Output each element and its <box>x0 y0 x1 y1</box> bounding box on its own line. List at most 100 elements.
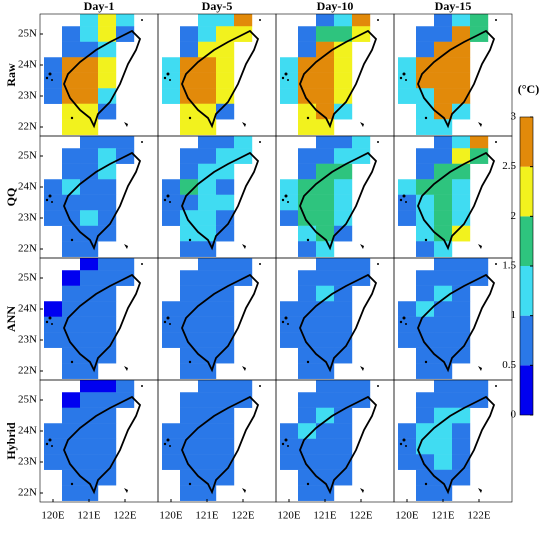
grid-cell <box>316 88 335 104</box>
grid-cell <box>316 285 335 302</box>
grid-cell <box>298 363 317 379</box>
grid-cell <box>80 119 99 135</box>
grid-cell <box>316 454 335 470</box>
grid-cell <box>298 241 317 257</box>
grid-cell <box>334 258 353 271</box>
grid-cell <box>280 316 299 333</box>
grid-cell <box>198 241 217 257</box>
grid-cell <box>116 14 135 27</box>
grid-cell <box>198 41 217 58</box>
colorbar-bin <box>520 266 533 316</box>
grid-cell <box>62 301 81 317</box>
grid-cell <box>298 179 317 195</box>
grid-cell <box>98 469 117 486</box>
grid-cell <box>334 423 353 439</box>
column-title: Day-10 <box>317 0 354 13</box>
map-panel <box>157 135 277 259</box>
grid-cell <box>416 285 435 302</box>
grid-cell <box>452 423 471 439</box>
map-panel <box>157 13 277 137</box>
grid-cell <box>334 72 353 89</box>
map-panel <box>157 257 277 381</box>
grid-cell <box>62 469 81 486</box>
grid-cell <box>398 301 417 317</box>
grid-cell <box>280 210 299 226</box>
grid-cell <box>216 225 235 242</box>
map-panel <box>39 135 159 259</box>
grid-cell <box>416 225 435 242</box>
grid-cell <box>198 119 217 135</box>
grid-cell <box>298 210 317 226</box>
grid-cell <box>44 179 63 195</box>
grid-cell <box>316 392 335 408</box>
grid-cell <box>416 179 435 195</box>
grid-cell <box>62 347 81 364</box>
grid-cell <box>416 363 435 379</box>
grid-cell <box>416 423 435 439</box>
grid-cell <box>62 103 81 120</box>
grid-cell <box>416 57 435 73</box>
grid-cell <box>434 179 453 195</box>
grid-cell <box>398 194 417 211</box>
grid-cell <box>62 88 81 104</box>
grid-cell <box>62 148 81 164</box>
grid-cell <box>316 148 335 164</box>
column-title: Day-5 <box>202 0 233 13</box>
grid-cell <box>62 41 81 58</box>
grid-cell <box>216 57 235 73</box>
grid-cell <box>398 316 417 333</box>
grid-cell <box>298 88 317 104</box>
map-panel <box>39 13 159 137</box>
grid-cell <box>216 148 235 164</box>
lon-tick-label: 121E <box>195 510 219 522</box>
grid-cell <box>62 241 81 257</box>
grid-cell <box>198 210 217 226</box>
row-label: Hybrid <box>4 422 18 460</box>
grid-cell <box>198 179 217 195</box>
grid-cell <box>162 423 181 439</box>
lat-tick-label: 22N <box>18 487 37 499</box>
grid-cell <box>434 103 453 120</box>
grid-cell <box>434 57 453 73</box>
grid-cell <box>452 380 471 393</box>
grid-cell <box>398 454 417 470</box>
colorbar-bin <box>520 315 533 366</box>
grid-cell <box>62 210 81 226</box>
grid-cell <box>416 148 435 164</box>
grid-cell <box>316 332 335 348</box>
grid-cell <box>116 136 135 149</box>
grid-cell <box>98 301 117 317</box>
grid-cell <box>434 301 453 317</box>
cells <box>44 14 135 135</box>
colorbar-bin <box>520 117 533 167</box>
grid-cell <box>434 26 453 42</box>
colorbar-tick-label: 2.5 <box>502 160 516 172</box>
grid-cell <box>334 316 353 333</box>
grid-cell <box>80 225 99 242</box>
lat-tick-label: 25N <box>18 150 37 162</box>
grid-cell <box>98 423 117 439</box>
grid-cell <box>452 179 471 195</box>
grid-cell <box>62 57 81 73</box>
grid-cell <box>316 194 335 211</box>
grid-cell <box>416 163 435 180</box>
map-panel <box>393 135 513 259</box>
grid-cell <box>334 179 353 195</box>
map-panel <box>275 13 395 137</box>
grid-cell <box>80 258 99 271</box>
grid-cell <box>80 270 99 286</box>
grid-cell <box>434 270 453 286</box>
grid-cell <box>416 41 435 58</box>
grid-cell <box>434 258 453 271</box>
grid-cell <box>398 438 417 455</box>
grid-cell <box>98 316 117 333</box>
grid-cell <box>162 301 181 317</box>
grid-cell <box>298 332 317 348</box>
grid-cell <box>180 148 199 164</box>
grid-cell <box>216 72 235 89</box>
lat-tick-label: 24N <box>18 59 37 71</box>
column-title: Day-1 <box>84 0 115 13</box>
grid-cell <box>180 454 199 470</box>
grid-cell <box>180 485 199 501</box>
lon-tick-label: 121E <box>431 510 455 522</box>
